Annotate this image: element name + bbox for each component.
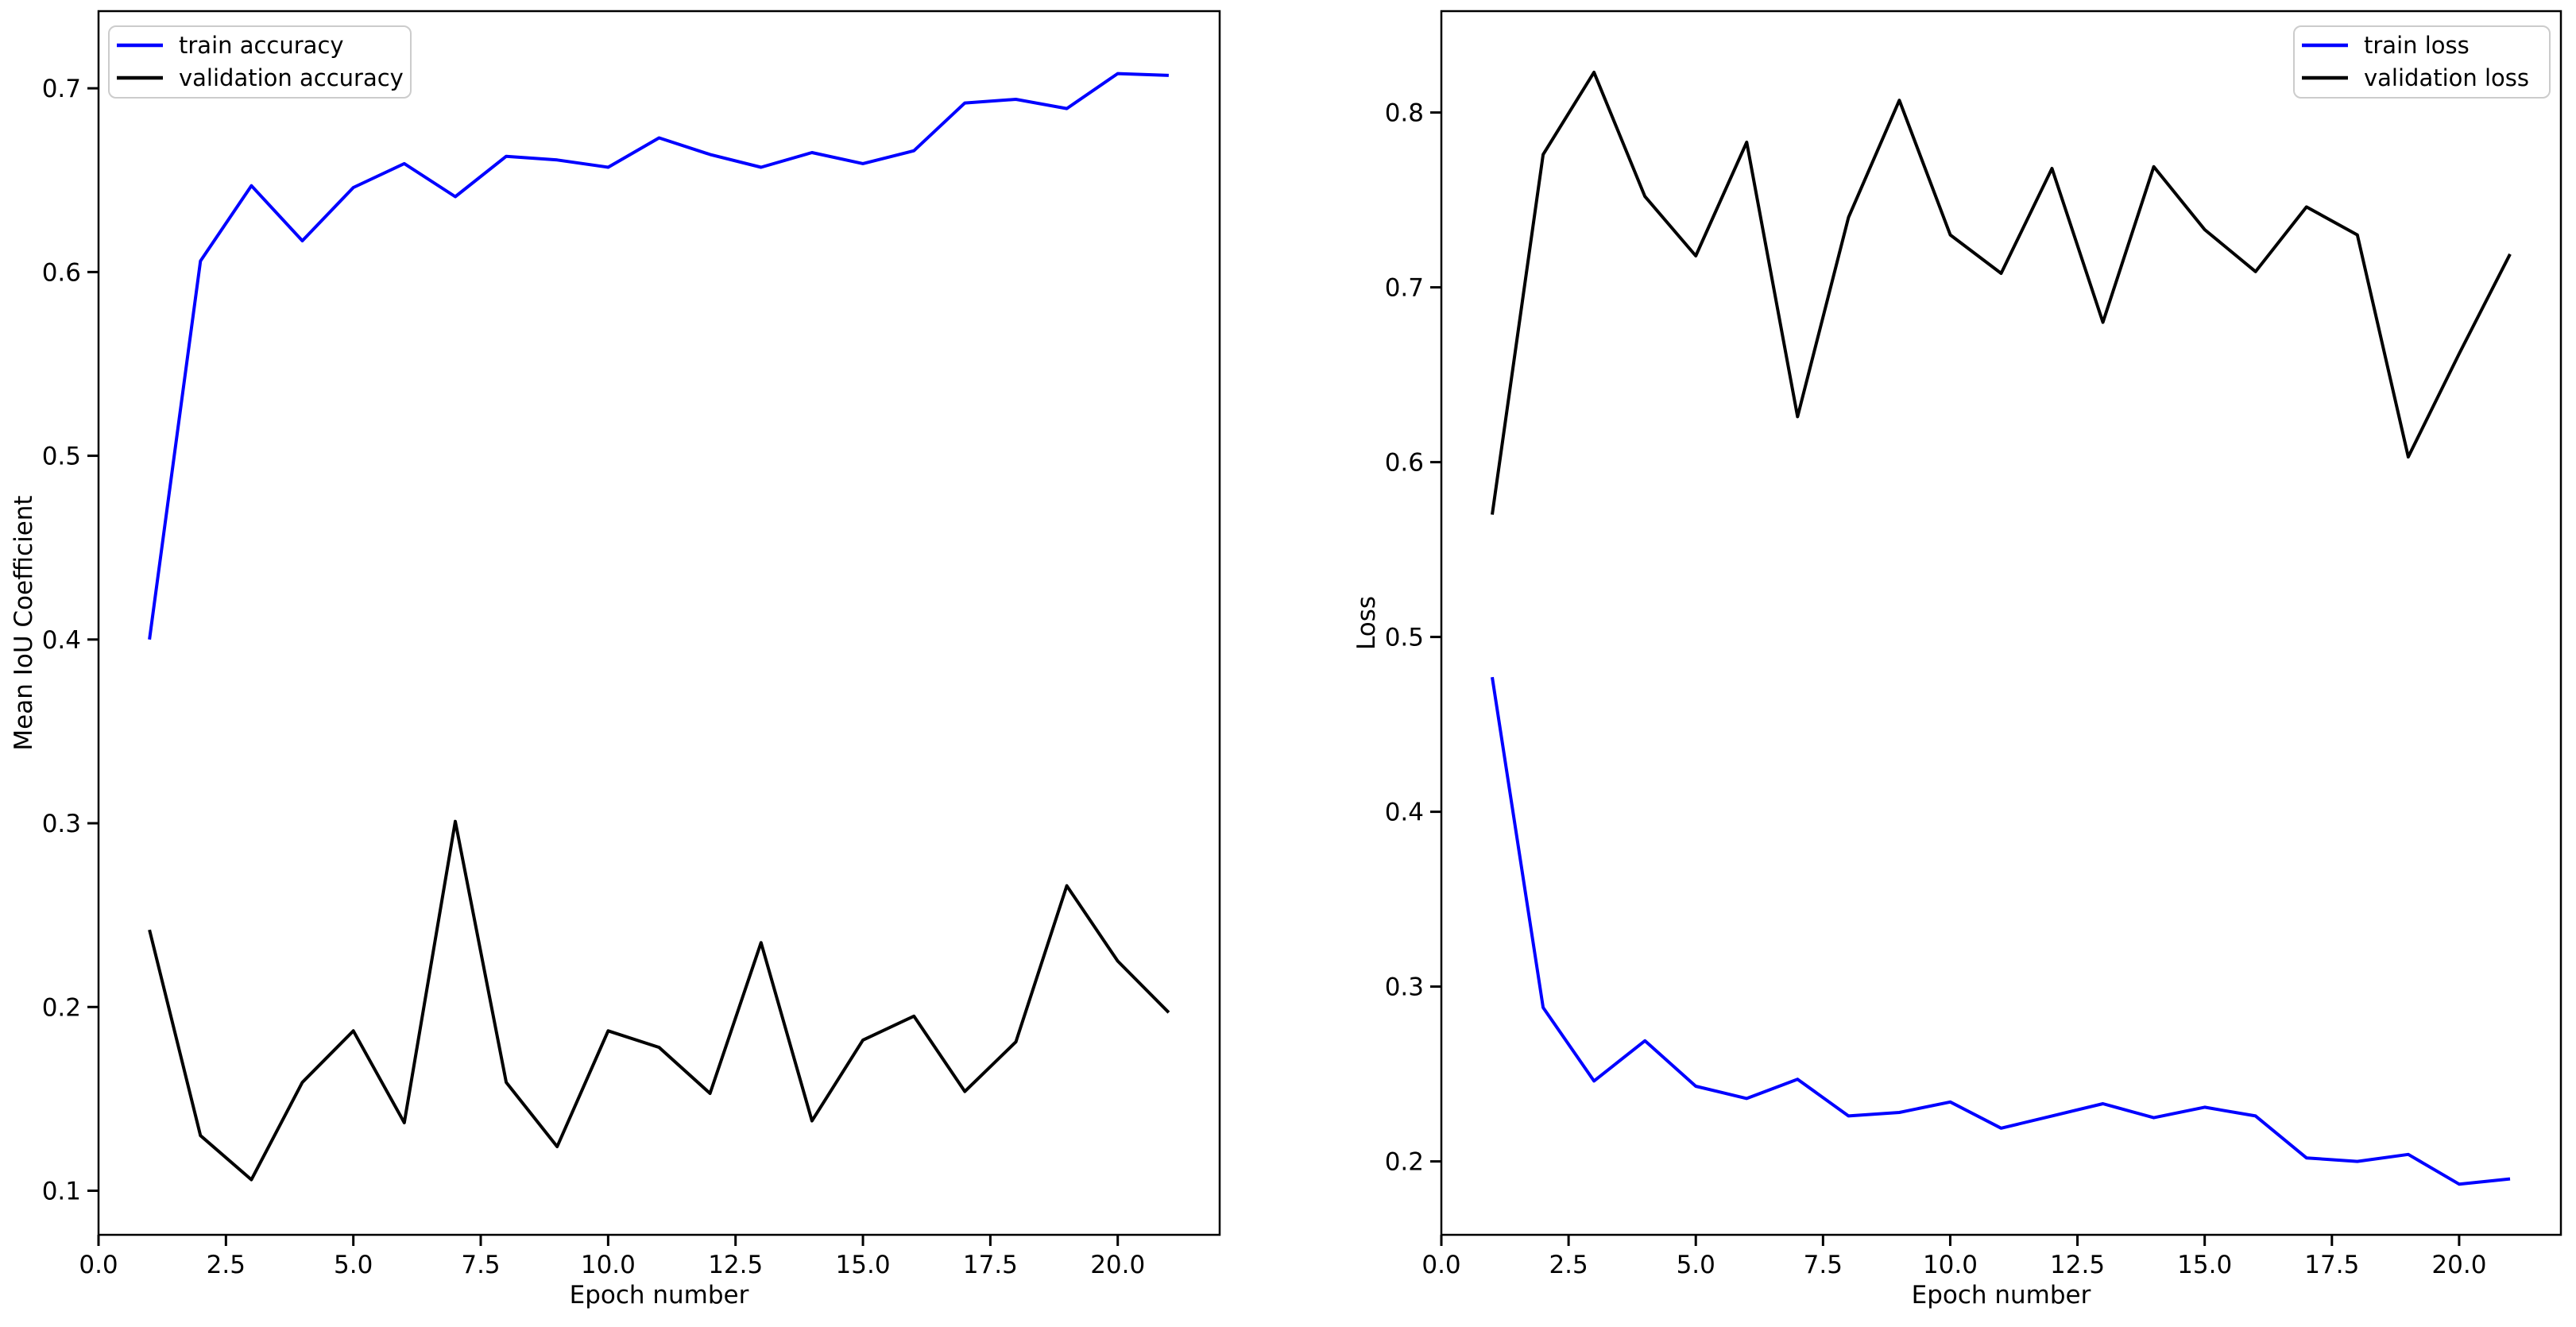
accuracy-chart: 0.0 2.5 5.0 7.5 10.0 12.5 15.0 17.5 20.0 0.1 0.2 0.… xyxy=(10,10,1221,1310)
y-tick-label: 0.7 xyxy=(42,75,81,103)
loss-chart: 0.0 2.5 5.0 7.5 10.0 12.5 15.0 17.5 20.0 0.2 0.3 0.… xyxy=(1352,10,2562,1310)
y-tick-label: 0.8 xyxy=(1385,99,1424,128)
x-tick-label: 0.0 xyxy=(1421,1251,1460,1279)
x-tick-label: 7.5 xyxy=(461,1251,500,1279)
y-tick-label: 0.2 xyxy=(42,993,81,1022)
legend: train loss validation loss xyxy=(2293,25,2551,99)
y-tick-label: 0.3 xyxy=(42,810,81,838)
legend-box xyxy=(2293,25,2551,99)
y-tick-label: 0.6 xyxy=(1385,449,1424,478)
y-tick-label: 0.5 xyxy=(42,443,81,471)
y-tick-label: 0.6 xyxy=(42,258,81,287)
x-tick-label: 2.5 xyxy=(207,1251,246,1279)
x-tick-label: 7.5 xyxy=(1804,1251,1843,1279)
validation-accuracy-line xyxy=(148,819,1170,1182)
x-tick-label: 0.0 xyxy=(79,1251,118,1279)
x-tick-label: 12.5 xyxy=(2050,1251,2105,1279)
y-tick-label: 0.2 xyxy=(1385,1148,1424,1177)
axes-box xyxy=(97,10,1221,1236)
x-tick-label: 15.0 xyxy=(836,1251,891,1279)
legend-box xyxy=(108,25,412,99)
y-axis-label: Loss xyxy=(1352,596,1381,650)
x-tick-label: 20.0 xyxy=(2431,1251,2486,1279)
x-tick-label: 5.0 xyxy=(334,1251,373,1279)
y-tick-label: 0.5 xyxy=(1385,624,1424,652)
y-tick-label: 0.1 xyxy=(42,1178,81,1206)
x-tick-label: 12.5 xyxy=(708,1251,763,1279)
y-tick-label: 0.3 xyxy=(1385,973,1424,1002)
train-loss-line xyxy=(1491,676,2511,1186)
x-tick-label: 10.0 xyxy=(581,1251,636,1279)
validation-loss-line xyxy=(1491,71,2512,515)
x-tick-label: 17.5 xyxy=(963,1251,1018,1279)
x-axis-label: Epoch number xyxy=(570,1281,749,1310)
x-tick-label: 20.0 xyxy=(1090,1251,1145,1279)
y-tick-label: 0.7 xyxy=(1385,274,1424,303)
y-axis-label: Mean IoU Coefficient xyxy=(10,495,38,750)
legend-entry-label: train accuracy xyxy=(179,32,344,59)
axes-box xyxy=(1440,10,2562,1236)
legend-entry-label: validation accuracy xyxy=(179,64,404,91)
x-axis-label: Epoch number xyxy=(1912,1281,2091,1310)
legend-entry-label: train loss xyxy=(2364,32,2470,59)
y-tick-label: 0.4 xyxy=(1385,799,1424,827)
train-accuracy-line xyxy=(148,72,1169,640)
y-tick-label: 0.4 xyxy=(42,626,81,655)
x-tick-label: 5.0 xyxy=(1677,1251,1715,1279)
x-tick-label: 2.5 xyxy=(1549,1251,1588,1279)
legend-entry-label: validation loss xyxy=(2364,64,2529,91)
x-tick-label: 15.0 xyxy=(2177,1251,2232,1279)
x-tick-label: 10.0 xyxy=(1923,1251,1978,1279)
legend: train accuracy validation accuracy xyxy=(108,25,412,99)
x-tick-label: 17.5 xyxy=(2304,1251,2359,1279)
